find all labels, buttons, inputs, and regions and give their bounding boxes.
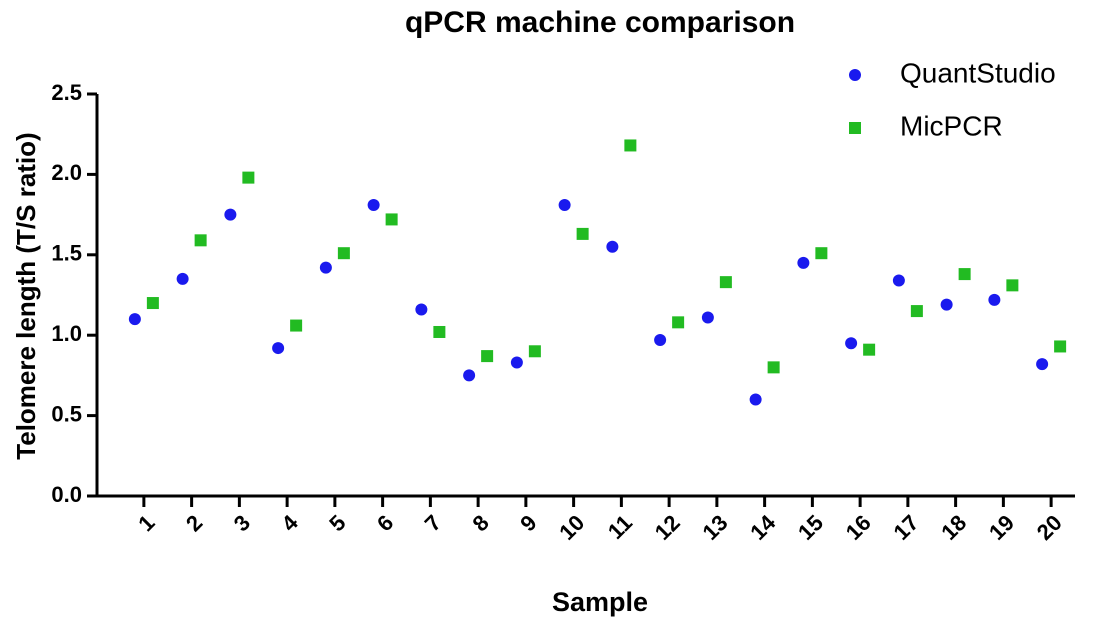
point: [367, 198, 380, 211]
y-tick-label: 1.5: [51, 241, 82, 266]
point: [242, 171, 255, 184]
point: [940, 298, 953, 311]
point: [576, 227, 589, 240]
point: [654, 334, 667, 347]
point: [510, 356, 523, 369]
y-tick-label: 1.0: [51, 321, 82, 346]
x-tick-label: 17: [889, 510, 924, 545]
point: [749, 393, 762, 406]
point: [481, 350, 494, 363]
point: [272, 342, 285, 355]
point: [958, 268, 971, 281]
point: [337, 247, 350, 260]
legend-marker: [849, 69, 861, 81]
legend-label: MicPCR: [900, 110, 1003, 141]
x-tick-label: 5: [324, 510, 350, 536]
x-tick-label: 3: [229, 510, 255, 536]
x-tick-label: 2: [181, 510, 207, 536]
point: [558, 198, 571, 211]
point: [176, 272, 189, 285]
x-tick-label: 8: [467, 510, 493, 536]
point: [767, 361, 780, 374]
point: [988, 293, 1001, 306]
point: [128, 313, 141, 326]
x-axis-title: Sample: [552, 587, 648, 617]
x-tick-label: 6: [372, 510, 398, 536]
point: [146, 297, 159, 310]
x-tick-label: 4: [276, 509, 303, 536]
point: [892, 274, 905, 287]
x-tick-label: 14: [745, 509, 781, 545]
point: [1054, 340, 1067, 353]
y-tick-label: 2.0: [51, 160, 82, 185]
chart-title: qPCR machine comparison: [405, 6, 795, 39]
point: [194, 234, 207, 247]
x-tick-label: 20: [1032, 510, 1067, 545]
point: [290, 319, 303, 332]
point: [433, 325, 446, 338]
point: [1036, 358, 1049, 371]
x-tick-label: 16: [841, 510, 876, 545]
x-tick-label: 19: [984, 510, 1019, 545]
point: [528, 345, 541, 358]
point: [415, 303, 428, 316]
x-tick-label: 18: [936, 510, 971, 545]
point: [463, 369, 476, 382]
point: [863, 343, 876, 356]
x-tick-label: 9: [515, 510, 541, 536]
x-tick-label: 15: [793, 510, 828, 545]
point: [672, 316, 685, 329]
y-tick-label: 0.5: [51, 401, 82, 426]
x-tick-label: 1: [133, 510, 159, 536]
point: [606, 240, 619, 253]
y-tick-label: 2.5: [51, 80, 82, 105]
point: [385, 213, 398, 226]
point: [815, 247, 828, 260]
x-tick-label: 13: [698, 510, 733, 545]
x-tick-label: 12: [650, 510, 685, 545]
x-tick-label: 11: [603, 510, 637, 544]
point: [624, 139, 637, 152]
legend-label: QuantStudio: [900, 57, 1056, 88]
point: [845, 337, 858, 350]
y-tick-label: 0.0: [51, 482, 82, 507]
point: [224, 208, 237, 221]
point: [319, 261, 332, 274]
point: [1006, 279, 1019, 292]
point: [701, 311, 714, 324]
point: [797, 256, 810, 269]
legend-marker: [849, 122, 861, 134]
point: [910, 305, 923, 318]
y-axis-title: Telomere length (T/S ratio): [11, 132, 41, 459]
point: [719, 276, 732, 289]
x-tick-label: 7: [420, 510, 446, 536]
x-tick-label: 10: [554, 510, 589, 545]
